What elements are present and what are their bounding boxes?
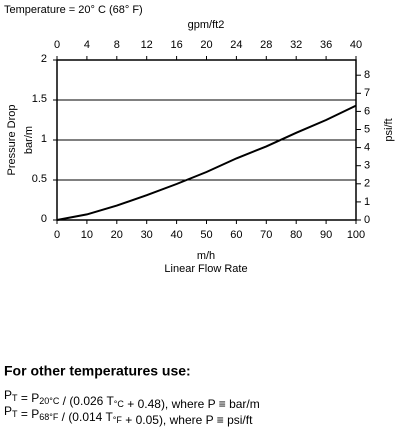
x2-tick-label: 36: [320, 39, 332, 51]
x2-tick-label: 28: [260, 39, 272, 51]
formula: PT = P20°C / (0.026 T°C + 0.48), where P…: [4, 388, 260, 411]
x2-tick-label: 8: [114, 39, 120, 51]
y-axis-unit: bar/m: [23, 126, 35, 154]
formula-part: + 0.05), where P ≡ psi/ft: [122, 413, 253, 427]
x2-axis-label: gpm/ft2: [188, 19, 225, 31]
formula-part: P: [4, 404, 12, 418]
y-tick-label: 2: [41, 53, 47, 65]
y2-axis-label: psi/ft: [383, 118, 395, 141]
y-tick-label: 0.5: [32, 173, 47, 185]
x2-tick-label: 40: [350, 39, 362, 51]
y-axis-label: Pressure Drop: [6, 105, 18, 176]
y-tick-label: 1: [41, 133, 47, 145]
x-tick-label: 20: [111, 229, 123, 241]
formula-part: = P: [18, 407, 40, 421]
data-line: [56, 104, 357, 221]
x2-tick-label: 12: [141, 39, 153, 51]
y2-tick-label: 3: [364, 160, 370, 172]
formula-part: P: [4, 388, 12, 402]
formula-part: °F: [113, 415, 123, 425]
x-tick-label: 70: [260, 229, 272, 241]
x2-tick-label: 24: [230, 39, 242, 51]
y2-tick-label: 1: [364, 196, 370, 208]
x-tick-label: 100: [347, 229, 365, 241]
formula-part: T: [12, 393, 18, 403]
y2-tick-label: 2: [364, 178, 370, 190]
x-tick-label: 30: [141, 229, 153, 241]
x2-tick-label: 16: [170, 39, 182, 51]
chart-title: Temperature = 20° C (68° F): [4, 4, 143, 16]
y2-tick-label: 4: [364, 142, 370, 154]
x-tick-label: 40: [170, 229, 182, 241]
formula-part: °C: [114, 399, 125, 409]
formula-part: 20°C: [39, 396, 60, 406]
y2-tick-label: 8: [364, 69, 370, 81]
formula: PT = P68°F / (0.014 T°F + 0.05), where P…: [4, 404, 253, 427]
formula-part: / (0.014 T: [58, 410, 113, 424]
x-axis-sublabel: Linear Flow Rate: [164, 263, 247, 275]
x2-tick-label: 20: [200, 39, 212, 51]
y2-tick-label: 5: [364, 123, 370, 135]
formula-part: = P: [18, 391, 40, 405]
formula-part: T: [12, 409, 18, 419]
formula-part: 68°F: [39, 412, 59, 422]
y2-tick-label: 7: [364, 87, 370, 99]
y-tick-label: 1.5: [32, 93, 47, 105]
x2-tick-label: 0: [54, 39, 60, 51]
x2-tick-label: 32: [290, 39, 302, 51]
footer-heading: For other temperatures use:: [4, 363, 191, 379]
formula-part: / (0.026 T: [59, 394, 114, 408]
x-axis-label: m/h: [197, 250, 215, 262]
x-tick-label: 10: [81, 229, 93, 241]
x-tick-label: 90: [320, 229, 332, 241]
x-tick-label: 60: [230, 229, 242, 241]
y-tick-label: 0: [41, 213, 47, 225]
x-tick-label: 0: [54, 229, 60, 241]
x-tick-label: 50: [200, 229, 212, 241]
x2-tick-label: 4: [84, 39, 90, 51]
y2-tick-label: 0: [364, 214, 370, 226]
formula-part: + 0.48), where P ≡ bar/m: [124, 397, 260, 411]
x-tick-label: 80: [290, 229, 302, 241]
y2-tick-label: 6: [364, 105, 370, 117]
